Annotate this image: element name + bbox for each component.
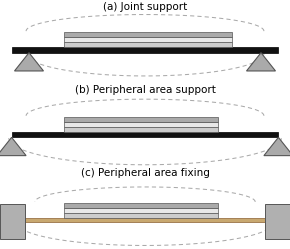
Text: (b) Peripheral area support: (b) Peripheral area support xyxy=(75,85,215,95)
Polygon shape xyxy=(14,53,44,71)
Polygon shape xyxy=(64,117,218,122)
Polygon shape xyxy=(25,218,265,222)
Polygon shape xyxy=(0,137,26,156)
Polygon shape xyxy=(64,213,218,218)
Text: (c) Peripheral area fixing: (c) Peripheral area fixing xyxy=(81,169,209,179)
Polygon shape xyxy=(64,32,232,37)
Polygon shape xyxy=(64,42,232,47)
Text: (a) Joint support: (a) Joint support xyxy=(103,2,187,12)
Polygon shape xyxy=(265,204,290,239)
Polygon shape xyxy=(264,137,290,156)
Polygon shape xyxy=(12,131,278,137)
Polygon shape xyxy=(64,126,218,131)
Polygon shape xyxy=(64,37,232,42)
Polygon shape xyxy=(64,122,218,126)
Polygon shape xyxy=(0,204,25,239)
Polygon shape xyxy=(12,47,278,53)
Polygon shape xyxy=(64,203,218,208)
Polygon shape xyxy=(246,53,276,71)
Polygon shape xyxy=(64,208,218,213)
